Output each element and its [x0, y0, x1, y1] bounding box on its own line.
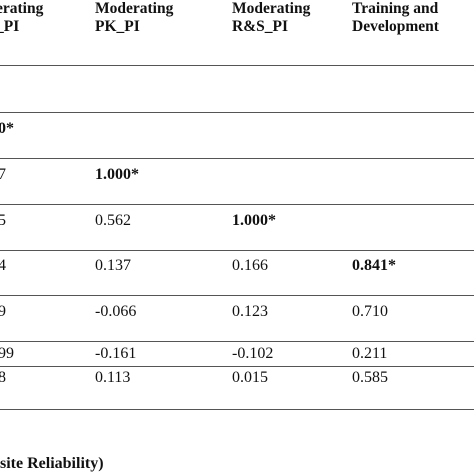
table-cell-r4c0: 4 — [0, 257, 6, 274]
table-cell-r6c2: -0.102 — [232, 345, 274, 362]
table-cell-r4c3: 0.841* — [352, 257, 396, 274]
row-rule-1 — [0, 112, 474, 113]
table-cell-r7c1: 0.113 — [95, 369, 131, 386]
table-cell-r6c0: 99 — [0, 345, 14, 362]
header-col0-line1: erating — [0, 0, 44, 17]
header-rule — [0, 65, 474, 66]
header-col3-line1: Training and — [352, 0, 439, 17]
row-rule-3 — [0, 204, 474, 205]
row-rule-6 — [0, 341, 474, 342]
header-col1: Moderating PK_PI — [95, 0, 173, 36]
table-cell-r7c3: 0.585 — [352, 369, 388, 386]
header-col0-line2: _PI — [0, 18, 20, 35]
table-cell-r6c1: -0.161 — [95, 345, 137, 362]
table-cell-r3c2: 1.000* — [232, 212, 276, 229]
row-rule-2 — [0, 158, 474, 159]
table-cell-r3c1: 0.562 — [95, 212, 131, 229]
table-cell-r6c3: 0.211 — [352, 345, 388, 362]
table-cell-r5c0: 9 — [0, 303, 6, 320]
table-cell-r7c2: 0.015 — [232, 369, 268, 386]
table-cell-r4c1: 0.137 — [95, 257, 131, 274]
header-col1-line2: PK_PI — [95, 18, 140, 35]
header-col2: Moderating R&S_PI — [232, 0, 310, 36]
table-cell-r5c3: 0.710 — [352, 303, 388, 320]
row-rule-5 — [0, 295, 474, 296]
table-cell-r7c0: 8 — [0, 369, 6, 386]
header-col2-line1: Moderating — [232, 0, 311, 17]
table-cell-r2c1: 1.000* — [95, 166, 139, 183]
table-cell-r5c2: 0.123 — [232, 303, 268, 320]
header-col0: erating _PI — [0, 0, 43, 36]
header-col3: Training and Development — [352, 0, 439, 36]
table-cell-r1c0: 0* — [0, 120, 14, 137]
table-cell-r5c1: -0.066 — [95, 303, 137, 320]
table-footnote: site Reliability) — [0, 455, 104, 472]
row-rule-7 — [0, 366, 474, 367]
table-cell-r4c2: 0.166 — [232, 257, 268, 274]
header-col2-line2: R&S_PI — [232, 18, 288, 35]
row-rule-8 — [0, 409, 474, 410]
table-cell-r2c0: 7 — [0, 166, 6, 183]
table-cell-r3c0: 5 — [0, 212, 6, 229]
header-col1-line1: Moderating — [95, 0, 174, 17]
row-rule-4 — [0, 250, 474, 251]
header-col3-line2: Development — [352, 18, 439, 35]
